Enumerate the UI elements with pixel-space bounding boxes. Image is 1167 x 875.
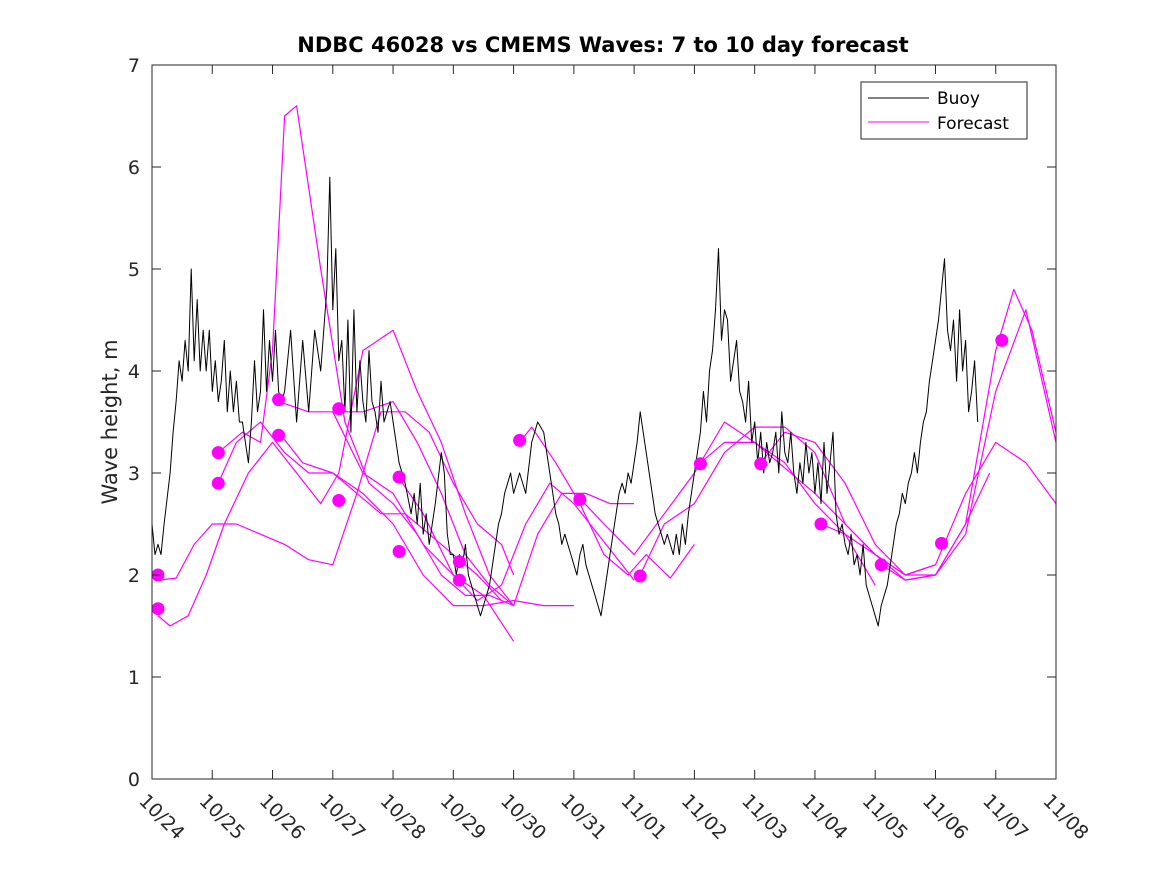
forecast-lines bbox=[157, 105, 1057, 642]
forecast-init-point bbox=[211, 446, 225, 460]
forecast-line-1 bbox=[157, 411, 515, 581]
y-axis-label: Wave height, m bbox=[98, 339, 122, 504]
forecast-line-10 bbox=[579, 421, 876, 586]
y-tick-label: 5 bbox=[128, 259, 140, 281]
forecast-init-point bbox=[814, 517, 828, 531]
x-tick-label: 11/03 bbox=[737, 790, 791, 844]
forecast-line-9 bbox=[519, 426, 695, 579]
y-tick-label: 7 bbox=[128, 55, 140, 77]
forecast-line-4 bbox=[217, 105, 514, 607]
forecast-init-point bbox=[935, 536, 948, 550]
forecast-line-15 bbox=[880, 472, 991, 581]
forecast-line-6 bbox=[278, 401, 515, 642]
forecast-init-point bbox=[573, 493, 587, 506]
buoy-line bbox=[151, 176, 979, 627]
x-tick-label: 11/05 bbox=[858, 790, 912, 844]
forecast-init-point bbox=[272, 393, 286, 407]
y-tick-label: 2 bbox=[128, 565, 140, 587]
forecast-init-point bbox=[392, 470, 406, 484]
x-tick-label: 10/31 bbox=[556, 790, 610, 844]
forecast-init-point bbox=[332, 402, 346, 416]
x-tick-label: 11/02 bbox=[677, 790, 731, 844]
x-tick-label: 10/30 bbox=[496, 790, 550, 844]
x-tick-label: 11/08 bbox=[1038, 790, 1092, 844]
forecast-init-point bbox=[513, 433, 527, 447]
legend: Buoy Forecast bbox=[860, 81, 1028, 140]
buoy-line-group bbox=[151, 176, 979, 627]
x-tick-label: 10/25 bbox=[195, 790, 249, 844]
x-tick-label: 10/27 bbox=[315, 790, 369, 844]
forecast-init-point bbox=[995, 333, 1009, 347]
y-axis-ticks: 0 1 2 3 4 5 6 7 bbox=[128, 55, 1056, 791]
forecast-init-point bbox=[874, 558, 888, 572]
forecast-line-8 bbox=[398, 477, 635, 602]
legend-forecast-label: Forecast bbox=[937, 114, 1009, 134]
forecast-line-13 bbox=[760, 309, 1057, 576]
y-tick-label: 3 bbox=[128, 463, 140, 485]
y-tick-label: 1 bbox=[128, 667, 140, 689]
forecast-line-2 bbox=[157, 329, 515, 627]
x-tick-label: 10/28 bbox=[376, 790, 430, 844]
x-tick-label: 11/07 bbox=[978, 790, 1032, 844]
y-tick-label: 6 bbox=[128, 157, 140, 179]
forecast-init-points bbox=[151, 333, 1009, 616]
x-tick-label: 11/01 bbox=[617, 790, 671, 844]
legend-box bbox=[860, 81, 1028, 140]
x-tick-label: 11/06 bbox=[918, 790, 972, 844]
forecast-init-point bbox=[633, 569, 647, 583]
x-tick-label: 10/29 bbox=[436, 790, 490, 844]
chart-title: NDBC 46028 vs CMEMS Waves: 7 to 10 day f… bbox=[297, 33, 908, 57]
forecast-init-point bbox=[151, 602, 165, 616]
forecast-line-5 bbox=[278, 431, 574, 607]
forecast-init-point bbox=[392, 545, 406, 558]
plot-area bbox=[152, 65, 1056, 779]
forecast-init-point bbox=[452, 573, 466, 587]
forecast-init-point bbox=[211, 476, 225, 490]
y-tick-label: 4 bbox=[128, 361, 140, 383]
x-tick-label: 11/04 bbox=[797, 790, 851, 844]
forecast-init-point bbox=[332, 494, 346, 507]
forecast-init-point bbox=[272, 428, 286, 442]
y-tick-label: 0 bbox=[128, 769, 140, 791]
forecast-init-point bbox=[452, 555, 466, 569]
legend-buoy-label: Buoy bbox=[937, 89, 980, 109]
forecast-init-point bbox=[754, 457, 768, 471]
x-tick-label: 10/24 bbox=[134, 790, 188, 844]
forecast-init-point bbox=[693, 457, 707, 471]
x-tick-label: 10/26 bbox=[255, 790, 309, 844]
axes bbox=[151, 64, 1057, 780]
